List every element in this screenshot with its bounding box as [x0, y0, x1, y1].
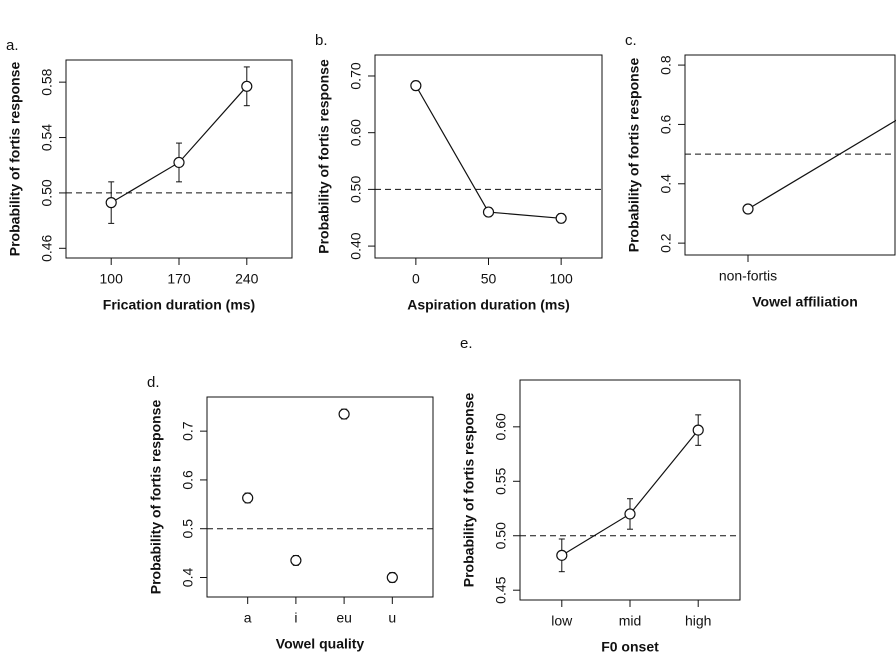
- x-axis-title: Vowel quality: [276, 636, 365, 652]
- y-tick-label: 0.4: [658, 174, 674, 194]
- y-tick-label: 0.5: [180, 519, 196, 539]
- y-tick-label: 0.8: [658, 55, 674, 75]
- x-tick-label: i: [294, 610, 297, 626]
- data-line: [747, 119, 896, 210]
- y-tick-label: 0.6: [180, 470, 196, 490]
- data-point: [290, 554, 302, 567]
- y-tick-label: 0.54: [39, 124, 55, 151]
- x-tick-label: non-fortis: [719, 268, 777, 284]
- x-tick-label: a: [244, 610, 252, 626]
- panel-label: e.: [460, 335, 473, 352]
- x-axis-title: Frication duration (ms): [103, 297, 255, 313]
- data-point: [482, 206, 495, 218]
- y-axis-title: Probability of fortis response: [626, 58, 642, 253]
- x-tick-label: 100: [549, 271, 573, 287]
- plot-frame: [519, 379, 741, 601]
- y-tick-label: 0.55: [493, 467, 509, 494]
- data-point: [241, 80, 253, 92]
- x-axis-title: Aspiration duration (ms): [407, 297, 570, 313]
- y-tick-label: 0.50: [493, 522, 509, 549]
- x-tick-label: eu: [336, 610, 352, 626]
- x-tick-label: low: [551, 613, 573, 629]
- data-point: [692, 424, 704, 436]
- y-tick-label: 0.60: [348, 119, 364, 146]
- plot-frame: [684, 54, 896, 256]
- x-tick-label: u: [388, 610, 396, 626]
- data-point: [105, 197, 117, 209]
- y-axis-title: Probability of fortis response: [316, 59, 332, 254]
- x-tick-label: 0: [412, 271, 420, 287]
- y-tick-label: 0.7: [180, 421, 196, 441]
- x-axis-title: Vowel affiliation: [752, 294, 858, 310]
- panel-label: c.: [625, 32, 637, 49]
- x-tick-label: high: [685, 613, 711, 629]
- y-tick-label: 0.6: [658, 114, 674, 134]
- y-tick-label: 0.50: [39, 179, 55, 206]
- data-point: [555, 212, 567, 224]
- data-point: [410, 80, 422, 92]
- y-tick-label: 0.45: [493, 576, 509, 603]
- data-line: [415, 85, 562, 219]
- plot-frame: [206, 396, 434, 598]
- x-tick-label: mid: [619, 613, 642, 629]
- x-tick-label: 240: [235, 271, 259, 287]
- x-axis-title: F0 onset: [601, 639, 659, 655]
- data-line: [561, 429, 699, 556]
- panel-label: d.: [147, 374, 160, 391]
- panel-label: a.: [6, 37, 19, 54]
- data-point: [338, 408, 350, 420]
- y-tick-label: 0.50: [348, 176, 364, 203]
- data-point: [386, 571, 398, 584]
- x-tick-label: 100: [100, 271, 124, 287]
- panel-label: b.: [315, 32, 328, 49]
- y-tick-label: 0.60: [493, 413, 509, 440]
- y-tick-label: 0.46: [39, 234, 55, 261]
- y-tick-label: 0.4: [180, 568, 196, 588]
- y-tick-label: 0.70: [348, 62, 364, 89]
- data-point: [242, 492, 254, 504]
- data-point: [742, 203, 754, 215]
- y-axis-title: Probability of fortis response: [148, 400, 164, 595]
- y-tick-label: 0.40: [348, 232, 364, 259]
- x-tick-label: 170: [167, 271, 191, 287]
- y-axis-title: Probability of fortis response: [7, 62, 23, 257]
- y-axis-title: Probability of fortis response: [461, 393, 477, 588]
- plot-frame: [374, 54, 603, 259]
- y-tick-label: 0.58: [39, 68, 55, 95]
- data-point: [624, 508, 636, 520]
- y-tick-label: 0.2: [658, 233, 674, 253]
- data-point: [556, 549, 568, 561]
- data-point: [173, 156, 185, 169]
- x-tick-label: 50: [481, 271, 497, 287]
